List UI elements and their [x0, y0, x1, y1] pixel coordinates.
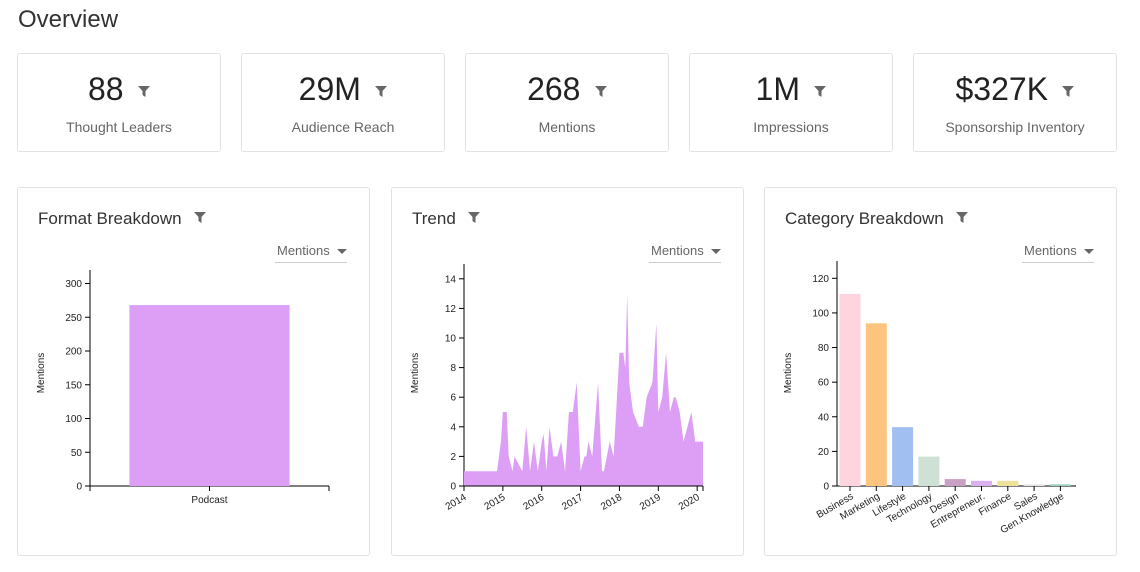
panel-title-text: Trend: [412, 209, 456, 228]
metric-dropdown[interactable]: Mentions: [649, 241, 721, 263]
panel-title-text: Format Breakdown: [38, 209, 182, 228]
x-tick-label: 2016: [521, 492, 546, 513]
stat-card-audience-reach: 29M Audience Reach: [241, 53, 445, 152]
stat-label: Sponsorship Inventory: [945, 119, 1085, 135]
caret-down-icon: [337, 249, 347, 254]
filter-icon[interactable]: [467, 208, 480, 228]
x-tick-label: 2020: [677, 492, 702, 513]
metric-dropdown-value: Mentions: [1024, 243, 1077, 258]
x-tick-label: Podcast: [191, 495, 227, 506]
bar-lifestyle: [892, 427, 914, 486]
bar-design: [944, 479, 966, 486]
trend-area: [464, 293, 703, 486]
bar-podcast: [129, 305, 290, 486]
bar-sales: [1023, 484, 1045, 486]
x-tick-label: 2015: [483, 492, 508, 513]
y-axis-label: Mentions: [783, 353, 794, 394]
y-tick-label: 14: [445, 274, 457, 285]
caret-down-icon: [711, 249, 721, 254]
bar-technology: [918, 456, 940, 486]
bar-marketing: [865, 323, 887, 486]
bar-gen-knowledge: [1049, 484, 1071, 486]
y-tick-label: 60: [818, 378, 830, 389]
trend-chart: 0 2 4 6 8 10 12 14 2014 2015 2016 2017 2018 2019 2020 M…: [410, 264, 704, 513]
y-tick-label: 120: [812, 274, 829, 285]
x-tick-label: 2014: [444, 492, 469, 513]
y-tick-label: 100: [65, 414, 82, 425]
bar-entrepreneur-: [971, 480, 992, 486]
y-tick-label: 80: [818, 343, 830, 354]
stat-card-mentions: 268 Mentions: [465, 53, 669, 152]
filter-icon[interactable]: [594, 84, 607, 102]
y-tick-label: 0: [450, 482, 456, 493]
panel-title: Category Breakdown: [785, 208, 968, 229]
format-breakdown-chart: 0 50 100 150 200 250 300 Podcast Mentions: [36, 270, 330, 506]
metric-dropdown[interactable]: Mentions: [275, 241, 347, 263]
category-breakdown-panel: Category Breakdown Mentions 0 20 40 60 80 100…: [764, 187, 1117, 556]
trend-panel: Trend Mentions 0 2 4 6 8 10 12 14 2014 2015 2016 20…: [391, 187, 744, 556]
stat-value: 29M: [298, 71, 361, 107]
filter-icon[interactable]: [1062, 84, 1075, 102]
y-tick-label: 300: [65, 279, 82, 290]
stat-value: 1M: [755, 71, 800, 107]
y-tick-label: 250: [65, 313, 82, 324]
metric-dropdown-value: Mentions: [651, 243, 704, 258]
y-tick-label: 2: [450, 452, 456, 463]
panel-title: Trend: [412, 208, 480, 229]
stat-card-thought-leaders: 88 Thought Leaders: [17, 53, 221, 152]
stat-value: 88: [87, 71, 124, 107]
filter-icon[interactable]: [193, 208, 206, 228]
y-tick-label: 50: [71, 448, 83, 459]
filter-icon[interactable]: [955, 208, 968, 228]
y-tick-label: 150: [65, 380, 82, 391]
format-breakdown-panel: Format Breakdown Mentions 0 50 100 150 200 25…: [17, 187, 370, 556]
y-tick-label: 20: [818, 447, 830, 458]
stat-label: Mentions: [538, 119, 596, 135]
stat-card-sponsorship-inventory: $327K Sponsorship Inventory: [913, 53, 1117, 152]
filter-icon[interactable]: [138, 84, 151, 102]
filter-icon[interactable]: [375, 84, 388, 102]
y-tick-label: 0: [823, 482, 829, 493]
category-breakdown-chart: 020406080100120BusinessMarketingLifestyl…: [783, 261, 1076, 536]
y-tick-label: 6: [450, 393, 456, 404]
y-tick-label: 10: [445, 334, 457, 345]
x-tick-label: 2018: [599, 492, 624, 513]
y-tick-label: 8: [450, 363, 456, 374]
y-axis-label: Mentions: [36, 353, 47, 394]
stat-value: 268: [527, 71, 581, 107]
stat-label: Audience Reach: [291, 119, 395, 135]
y-tick-label: 4: [450, 422, 456, 433]
caret-down-icon: [1084, 249, 1094, 254]
panel-title: Format Breakdown: [38, 208, 206, 229]
bar-business: [839, 293, 861, 486]
y-tick-label: 12: [445, 304, 457, 315]
y-tick-label: 100: [812, 308, 829, 319]
panel-title-text: Category Breakdown: [785, 209, 944, 228]
y-tick-label: 40: [818, 412, 830, 423]
filter-icon[interactable]: [814, 84, 827, 102]
stat-label: Impressions: [753, 119, 829, 135]
metric-dropdown-value: Mentions: [277, 243, 330, 258]
stat-label: Thought Leaders: [66, 119, 172, 135]
y-tick-label: 200: [65, 347, 82, 358]
x-tick-label: 2019: [638, 492, 663, 513]
y-tick-label: 0: [76, 482, 82, 493]
x-tick-label: 2017: [560, 492, 585, 513]
metric-dropdown[interactable]: Mentions: [1022, 241, 1094, 263]
stat-card-impressions: 1M Impressions: [689, 53, 893, 152]
stat-value: $327K: [955, 71, 1049, 107]
page-title: Overview: [18, 6, 119, 33]
bar-finance: [997, 480, 1019, 486]
y-axis-label: Mentions: [410, 353, 421, 394]
